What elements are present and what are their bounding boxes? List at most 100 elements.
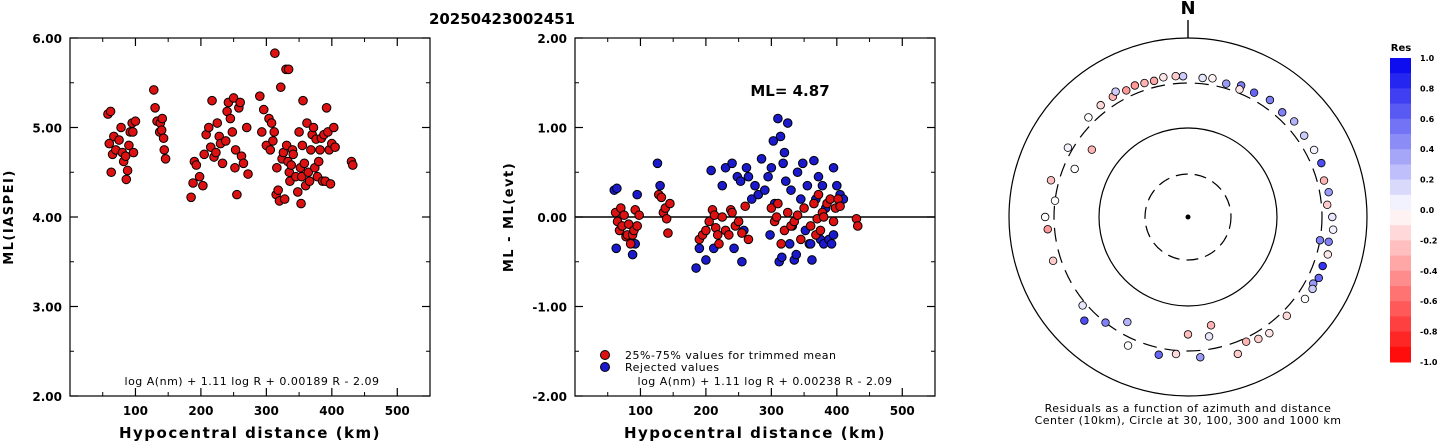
data-point bbox=[230, 162, 240, 173]
accepted-point bbox=[743, 234, 754, 245]
station-point bbox=[1154, 350, 1163, 359]
colorbar-tick-label: 0.2 bbox=[1420, 176, 1434, 185]
data-point bbox=[230, 145, 241, 155]
colorbar-tick-label: -0.2 bbox=[1420, 236, 1437, 245]
station-point bbox=[1122, 86, 1131, 95]
station-point bbox=[1328, 212, 1337, 222]
station-point bbox=[1080, 316, 1089, 325]
rejected-point bbox=[632, 189, 642, 200]
colorbar-cell bbox=[1390, 225, 1411, 241]
accepted-point bbox=[656, 192, 667, 203]
data-point bbox=[321, 103, 332, 113]
x-tick-label: 400 bbox=[319, 404, 344, 418]
accepted-point bbox=[625, 239, 636, 249]
ml-annotation: ML= 4.87 bbox=[750, 82, 829, 100]
station-point bbox=[1265, 95, 1275, 105]
station-point bbox=[1254, 334, 1263, 344]
rejected-point bbox=[807, 255, 817, 265]
data-point bbox=[122, 165, 133, 176]
rejected-point bbox=[832, 180, 842, 191]
data-point bbox=[120, 151, 131, 161]
data-point bbox=[156, 125, 167, 135]
data-point bbox=[328, 122, 339, 133]
station-point bbox=[1300, 294, 1310, 304]
rejected-point bbox=[828, 230, 839, 240]
accepted-point bbox=[737, 228, 747, 238]
data-point bbox=[269, 127, 280, 137]
station-point bbox=[1159, 73, 1168, 82]
accepted-point bbox=[799, 203, 809, 213]
rejected-point bbox=[694, 243, 705, 254]
data-point bbox=[298, 95, 308, 106]
data-point bbox=[228, 93, 239, 103]
accepted-point bbox=[835, 201, 845, 212]
data-point bbox=[121, 174, 132, 185]
station-point bbox=[1087, 145, 1097, 154]
data-point bbox=[157, 113, 168, 124]
accepted-point bbox=[709, 210, 720, 221]
rejected-point bbox=[720, 162, 731, 173]
station-point bbox=[1048, 256, 1058, 266]
y-tick-label: 2.00 bbox=[32, 390, 62, 404]
station-point bbox=[1171, 349, 1181, 359]
station-point bbox=[1299, 131, 1309, 140]
data-point bbox=[114, 135, 124, 145]
rejected-point bbox=[743, 171, 754, 182]
data-points bbox=[103, 48, 358, 209]
data-point bbox=[188, 178, 198, 188]
accepted-point bbox=[661, 213, 672, 224]
data-point bbox=[130, 116, 141, 127]
colorbar-tick-label: 0.0 bbox=[1420, 206, 1435, 215]
data-point bbox=[272, 162, 282, 173]
accepted-point bbox=[813, 189, 824, 200]
data-point bbox=[203, 122, 214, 133]
data-point bbox=[124, 140, 134, 151]
station-point bbox=[1123, 317, 1132, 327]
data-point bbox=[313, 156, 324, 167]
y-tick-label: 5.00 bbox=[32, 122, 62, 136]
data-point bbox=[238, 158, 249, 169]
ring-300km bbox=[1053, 82, 1323, 352]
accepted-point bbox=[828, 216, 839, 227]
colorbar-cell bbox=[1390, 103, 1411, 120]
data-point bbox=[198, 180, 208, 191]
data-point bbox=[241, 122, 252, 133]
rejected-point bbox=[817, 180, 828, 191]
data-point bbox=[150, 103, 160, 113]
data-point bbox=[194, 171, 205, 182]
accepted-point bbox=[634, 210, 644, 221]
colorbar-tick-label: -0.4 bbox=[1420, 267, 1437, 276]
data-point bbox=[325, 179, 336, 189]
accepted-point bbox=[792, 210, 803, 221]
data-point bbox=[292, 187, 303, 197]
data-point bbox=[258, 104, 269, 115]
station-point bbox=[1183, 330, 1193, 339]
station-point bbox=[1282, 311, 1292, 321]
rejected-point bbox=[756, 154, 767, 164]
azimuth-map-panel: N Residuals as a function of azimuth and… bbox=[1008, 0, 1368, 427]
rejected-point bbox=[780, 176, 791, 186]
colorbar-cell bbox=[1390, 210, 1411, 226]
accepted-point bbox=[740, 201, 750, 212]
data-point bbox=[347, 160, 358, 170]
data-point bbox=[299, 158, 310, 169]
rejected-point bbox=[760, 185, 770, 195]
accepted-point bbox=[796, 234, 806, 245]
accepted-point bbox=[782, 207, 793, 218]
station-point bbox=[1123, 341, 1133, 350]
rejected-point bbox=[766, 162, 777, 173]
rejected-point bbox=[828, 162, 839, 173]
data-point bbox=[275, 82, 286, 93]
station-point bbox=[1111, 87, 1120, 96]
rejected-point bbox=[727, 158, 737, 169]
data-point bbox=[158, 133, 169, 144]
data-point bbox=[243, 169, 253, 179]
colorbar-tick-label: 0.8 bbox=[1420, 84, 1435, 93]
station-point bbox=[1178, 72, 1188, 81]
rejected-point bbox=[706, 165, 716, 176]
station-point bbox=[1206, 321, 1216, 330]
data-point bbox=[283, 64, 294, 75]
x-tick-label: 500 bbox=[890, 404, 915, 418]
ring-1000km bbox=[1008, 37, 1368, 397]
data-point bbox=[105, 106, 116, 117]
